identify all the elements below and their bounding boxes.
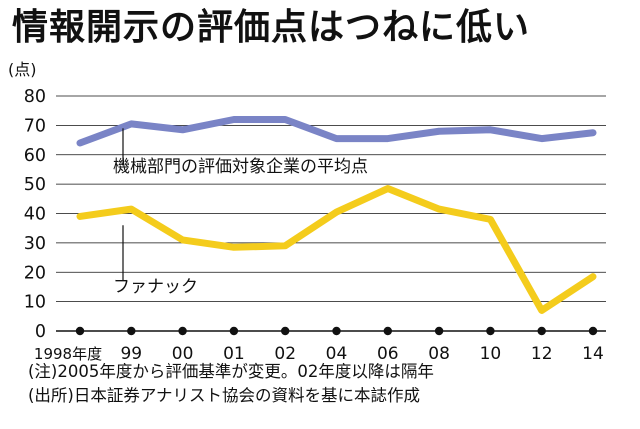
- y-tick-label: 70: [24, 116, 46, 136]
- y-tick-label: 20: [24, 263, 46, 283]
- y-tick-label: 30: [24, 234, 46, 254]
- series-label-fanuc: ファナック: [113, 277, 198, 297]
- x-tick-dot: [383, 326, 392, 336]
- y-axis-unit: (点): [8, 60, 37, 79]
- x-tick-label: 12: [531, 344, 553, 364]
- x-tick-label: 10: [480, 344, 502, 364]
- x-tick-label: 08: [428, 344, 450, 364]
- x-tick-label: 99: [120, 344, 142, 364]
- x-tick-dot: [75, 326, 85, 336]
- x-tick-dot: [281, 326, 290, 336]
- y-tick-label: 10: [24, 293, 46, 313]
- x-tick-label: 14: [582, 344, 604, 364]
- x-tick-dot: [537, 326, 546, 336]
- x-tick-dot: [178, 326, 187, 336]
- x-tick-label: 06: [377, 344, 399, 364]
- x-tick-dot: [434, 326, 444, 336]
- note-methodology: (注)2005年度から評価基準が変更。02年度以降は隔年: [28, 362, 434, 381]
- x-tick-label: 01: [223, 344, 245, 364]
- x-tick-dot: [127, 326, 136, 336]
- x-tick-dot: [486, 326, 495, 336]
- axes: 0 10 20 30 40 50 60 70 80 (点) 1998年度 99 00 01 02 04 06 08…: [8, 60, 606, 364]
- note-source: (出所)日本証券アナリスト協会の資料を基に本誌作成: [28, 386, 421, 405]
- y-tick-label: 80: [24, 87, 46, 107]
- gridlines: [56, 95, 606, 303]
- x-tick-label: 00: [172, 344, 194, 364]
- y-tick-label: 40: [24, 205, 46, 225]
- y-tick-label: 50: [24, 175, 46, 195]
- x-tick-label: 1998年度: [34, 345, 102, 363]
- x-tick-label: 04: [326, 344, 348, 364]
- y-tick-label: 0: [35, 322, 46, 342]
- x-tick-label: 02: [274, 344, 296, 364]
- series-lines: [76, 116, 597, 314]
- x-tick-dot: [332, 326, 341, 336]
- chart-title: 情報開示の評価点はつねに低い: [12, 6, 531, 48]
- series-label-average: 機械部門の評価対象企業の平均点: [113, 157, 368, 177]
- y-tick-label: 60: [24, 146, 46, 166]
- x-tick-dot: [229, 326, 239, 336]
- series-line-average: [76, 116, 597, 147]
- x-tick-dot: [588, 326, 598, 336]
